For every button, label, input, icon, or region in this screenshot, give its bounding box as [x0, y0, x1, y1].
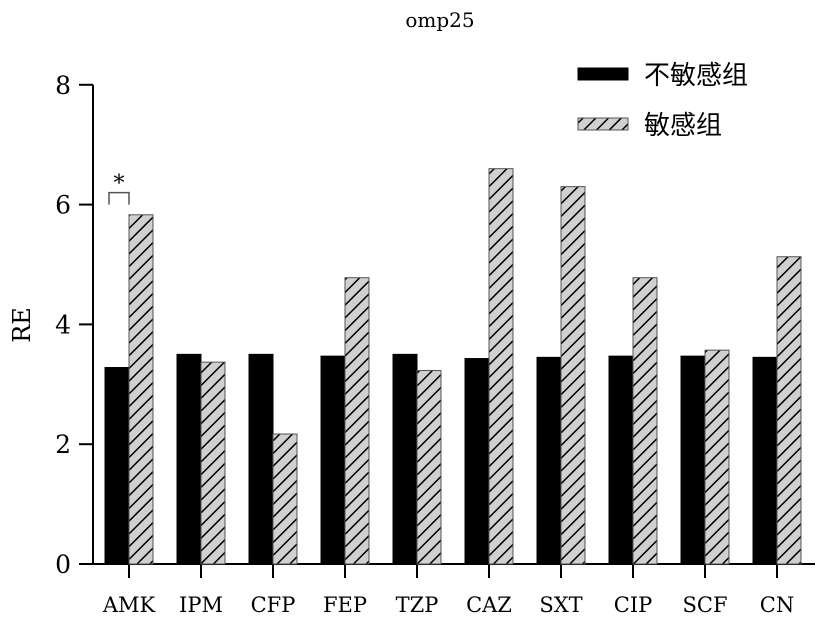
legend-swatch	[577, 117, 629, 131]
x-tick-label: CAZ	[466, 593, 512, 617]
x-tick-label: CFP	[251, 593, 296, 617]
bar-cip-insensitive	[608, 355, 634, 565]
bar-cn-sensitive	[776, 256, 802, 565]
bar-cfp-sensitive	[272, 433, 298, 565]
x-tick-label: CN	[760, 593, 794, 617]
bar-fep-insensitive	[320, 355, 346, 565]
y-tick-label: 2	[55, 430, 71, 459]
x-tick-label: AMK	[102, 593, 156, 617]
bar-cip-sensitive	[632, 277, 658, 565]
bar-caz-insensitive	[464, 358, 490, 565]
bar-caz-sensitive	[488, 168, 514, 565]
bar-fep-sensitive	[344, 277, 370, 565]
bar-scf-sensitive	[704, 349, 730, 565]
legend-label: 不敏感组	[644, 61, 748, 91]
significance-marker: *	[114, 172, 125, 197]
bar-ipm-insensitive	[176, 353, 202, 565]
x-tick-label: FEP	[323, 593, 367, 617]
y-tick-label: 6	[55, 191, 71, 220]
significance-bracket	[108, 191, 130, 205]
bar-amk-sensitive	[128, 214, 154, 565]
y-tick-label: 8	[55, 71, 71, 100]
x-tick-label: CIP	[614, 593, 653, 617]
bar-cfp-insensitive	[248, 353, 274, 565]
legend-label: 敏感组	[644, 111, 722, 141]
bar-sxt-insensitive	[536, 356, 562, 565]
x-tick-label: SCF	[682, 593, 727, 617]
bar-tzp-insensitive	[392, 353, 418, 565]
x-tick-label: TZP	[396, 593, 439, 617]
bar-sxt-sensitive	[560, 186, 586, 565]
y-tick-label: 0	[55, 550, 71, 579]
legend-swatch	[577, 67, 629, 81]
bar-tzp-sensitive	[416, 370, 442, 565]
y-tick-label: 4	[55, 310, 71, 339]
bar-scf-insensitive	[680, 355, 706, 565]
bar-ipm-sensitive	[200, 361, 226, 565]
bar-cn-insensitive	[752, 356, 778, 565]
y-axis-label: RE	[8, 307, 36, 343]
x-tick-label: IPM	[179, 593, 223, 617]
x-tick-label: SXT	[539, 593, 582, 617]
chart-title: omp25	[405, 8, 474, 32]
bar-amk-insensitive	[104, 367, 130, 565]
